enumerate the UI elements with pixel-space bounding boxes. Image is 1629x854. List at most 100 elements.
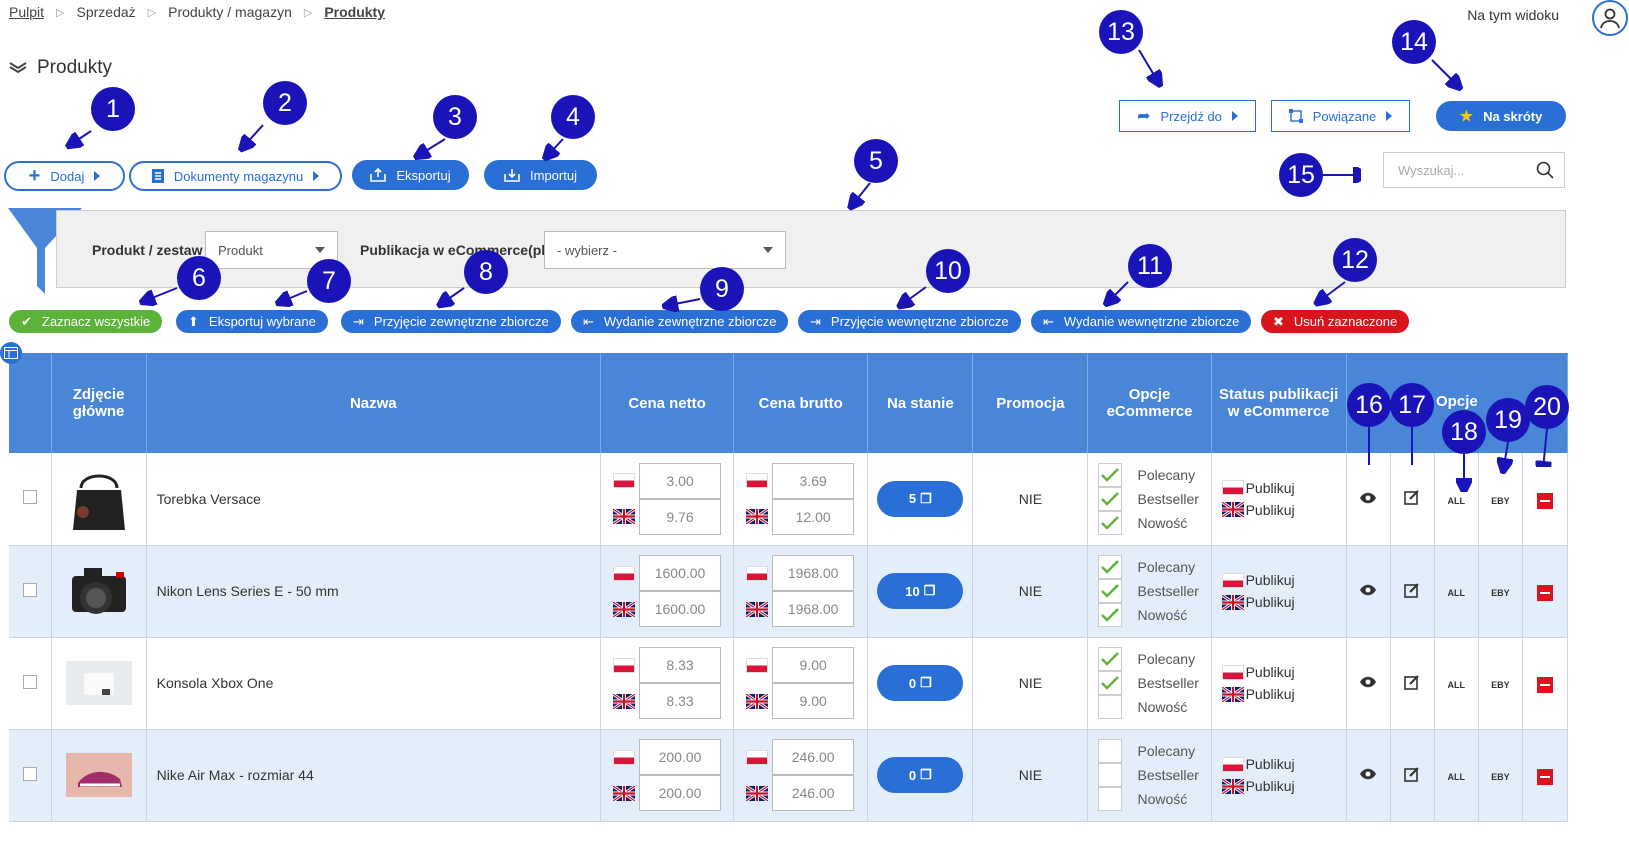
publication-select[interactable]: - wybierz - [544,231,786,269]
breadcrumb-sales[interactable]: Sprzedaż [76,4,136,20]
delete-selected-button[interactable]: ✖ Usuń zaznaczone [1261,310,1410,333]
ecom-checkbox[interactable] [1098,579,1123,603]
publish-pl-link[interactable]: Publikuj [1245,756,1295,772]
eye-icon[interactable] [1359,768,1377,780]
gross-price-en-input[interactable]: 12.00 [772,498,855,535]
eye-icon[interactable] [1359,492,1377,504]
gross-price-en-input[interactable]: 9.00 [772,683,855,719]
gross-price-en-input[interactable]: 246.00 [772,775,855,811]
shortcuts-button[interactable]: ★ Na skróty [1436,101,1566,131]
stock-button[interactable]: 0 ❒ [877,665,964,701]
ecom-checkbox[interactable] [1098,787,1123,811]
gross-price-en-input[interactable]: 1968.00 [772,591,855,627]
ecom-checkbox[interactable] [1098,671,1123,695]
external-issue-button[interactable]: ⇤ Wydanie zewnętrzne zbiorcze [571,310,789,333]
ecom-checkbox[interactable] [1098,510,1123,535]
publish-en-link[interactable]: Publikuj [1245,686,1295,702]
ecom-checkbox[interactable] [1098,603,1123,627]
publish-en-link[interactable]: Publikuj [1245,594,1295,610]
all-channels-link[interactable]: ALL [1447,588,1466,598]
ecom-checkbox[interactable] [1098,739,1123,763]
col-gross[interactable]: Cena brutto [733,353,869,453]
publish-pl-link[interactable]: Publikuj [1245,664,1295,680]
table-layout-toggle[interactable] [0,342,22,364]
stock-button[interactable]: 5 ❒ [877,480,964,517]
ecom-checkbox[interactable] [1098,647,1123,671]
product-thumbnail[interactable] [65,741,133,809]
add-button[interactable]: + Dodaj [4,161,125,191]
related-button[interactable]: Powiązane [1271,100,1410,132]
stock-button[interactable]: 10 ❒ [877,573,964,609]
internal-receipt-button[interactable]: ⇥ Przyjęcie wewnętrzne zbiorcze [798,310,1021,333]
row-checkbox[interactable] [22,490,37,505]
ebay-link[interactable]: EBY [1491,495,1510,506]
product-name[interactable]: Torebka Versace [146,453,602,546]
gross-price-pl-input[interactable]: 3.69 [772,462,855,499]
search-input[interactable]: Wyszukaj... [1383,152,1565,188]
eye-icon[interactable] [1359,676,1377,688]
ecom-checkbox[interactable] [1098,763,1123,787]
export-selected-button[interactable]: ⬆ Eksportuj wybrane [176,310,328,333]
delete-row-button[interactable] [1536,769,1553,785]
col-net[interactable]: Cena netto [600,353,735,453]
publish-en-link[interactable]: Publikuj [1245,501,1295,518]
net-price-pl-input[interactable]: 3.00 [639,462,722,499]
ecom-checkbox[interactable] [1098,555,1123,579]
product-name[interactable]: Nike Air Max - rozmiar 44 [146,729,602,822]
net-price-en-input[interactable]: 8.33 [639,683,722,719]
edit-icon[interactable] [1404,674,1420,690]
delete-row-button[interactable] [1536,677,1553,693]
export-button[interactable]: Eksportuj [352,160,469,190]
ecom-checkbox[interactable] [1098,462,1123,487]
import-button[interactable]: Importuj [484,160,597,190]
edit-icon[interactable] [1404,489,1420,506]
edit-icon[interactable] [1404,766,1420,782]
edit-icon[interactable] [1404,582,1420,598]
publish-en-link[interactable]: Publikuj [1245,778,1295,794]
internal-issue-button[interactable]: ⇤ Wydanie wewnętrzne zbiorcze [1031,310,1252,333]
delete-row-button[interactable] [1536,585,1553,601]
net-price-pl-input[interactable]: 8.33 [639,647,722,683]
eye-icon[interactable] [1359,584,1377,596]
row-checkbox[interactable] [22,766,37,781]
ecom-checkbox[interactable] [1098,695,1123,719]
net-price-pl-input[interactable]: 200.00 [639,739,722,775]
ecom-checkbox[interactable] [1098,486,1123,511]
external-receipt-button[interactable]: ⇥ Przyjęcie zewnętrzne zbiorcze [341,310,561,333]
col-stock[interactable]: Na stanie [867,353,974,453]
publish-pl-link[interactable]: Publikuj [1245,572,1295,588]
ebay-link[interactable]: EBY [1491,588,1510,598]
select-all-button[interactable]: ✔ Zaznacz wszystkie [9,310,163,333]
all-channels-link[interactable]: ALL [1447,495,1466,506]
row-checkbox[interactable] [22,582,37,597]
product-thumbnail[interactable] [65,557,133,625]
breadcrumb-products-stock[interactable]: Produkty / magazyn [168,4,292,20]
breadcrumb-current[interactable]: Produkty [324,4,386,20]
net-price-pl-input[interactable]: 1600.00 [639,555,722,591]
col-name[interactable]: Nazwa [146,353,602,453]
breadcrumb-pulpit[interactable]: Pulpit [9,4,45,20]
warehouse-docs-button[interactable]: Dokumenty magazynu [129,161,342,191]
ebay-link[interactable]: EBY [1491,772,1510,782]
net-price-en-input[interactable]: 9.76 [639,498,722,535]
gross-price-pl-input[interactable]: 9.00 [772,647,855,683]
publish-pl-link[interactable]: Publikuj [1245,479,1295,496]
gross-price-pl-input[interactable]: 1968.00 [772,555,855,591]
stock-button[interactable]: 0 ❒ [877,757,964,793]
product-thumbnail[interactable] [65,465,133,533]
delete-row-button[interactable] [1536,492,1553,509]
avatar[interactable] [1592,0,1628,36]
product-thumbnail[interactable] [65,649,133,717]
gross-price-pl-input[interactable]: 246.00 [772,739,855,775]
search-icon[interactable] [1536,161,1554,179]
product-name[interactable]: Konsola Xbox One [146,637,602,730]
row-checkbox[interactable] [22,674,37,689]
ebay-link[interactable]: EBY [1491,680,1510,690]
filter-funnel-icon[interactable] [8,208,82,294]
all-channels-link[interactable]: ALL [1447,680,1466,690]
net-price-en-input[interactable]: 200.00 [639,775,722,811]
product-name[interactable]: Nikon Lens Series E - 50 mm [146,545,602,638]
goto-button[interactable]: ➦ Przejdź do [1119,100,1256,132]
net-price-en-input[interactable]: 1600.00 [639,591,722,627]
all-channels-link[interactable]: ALL [1447,772,1466,782]
